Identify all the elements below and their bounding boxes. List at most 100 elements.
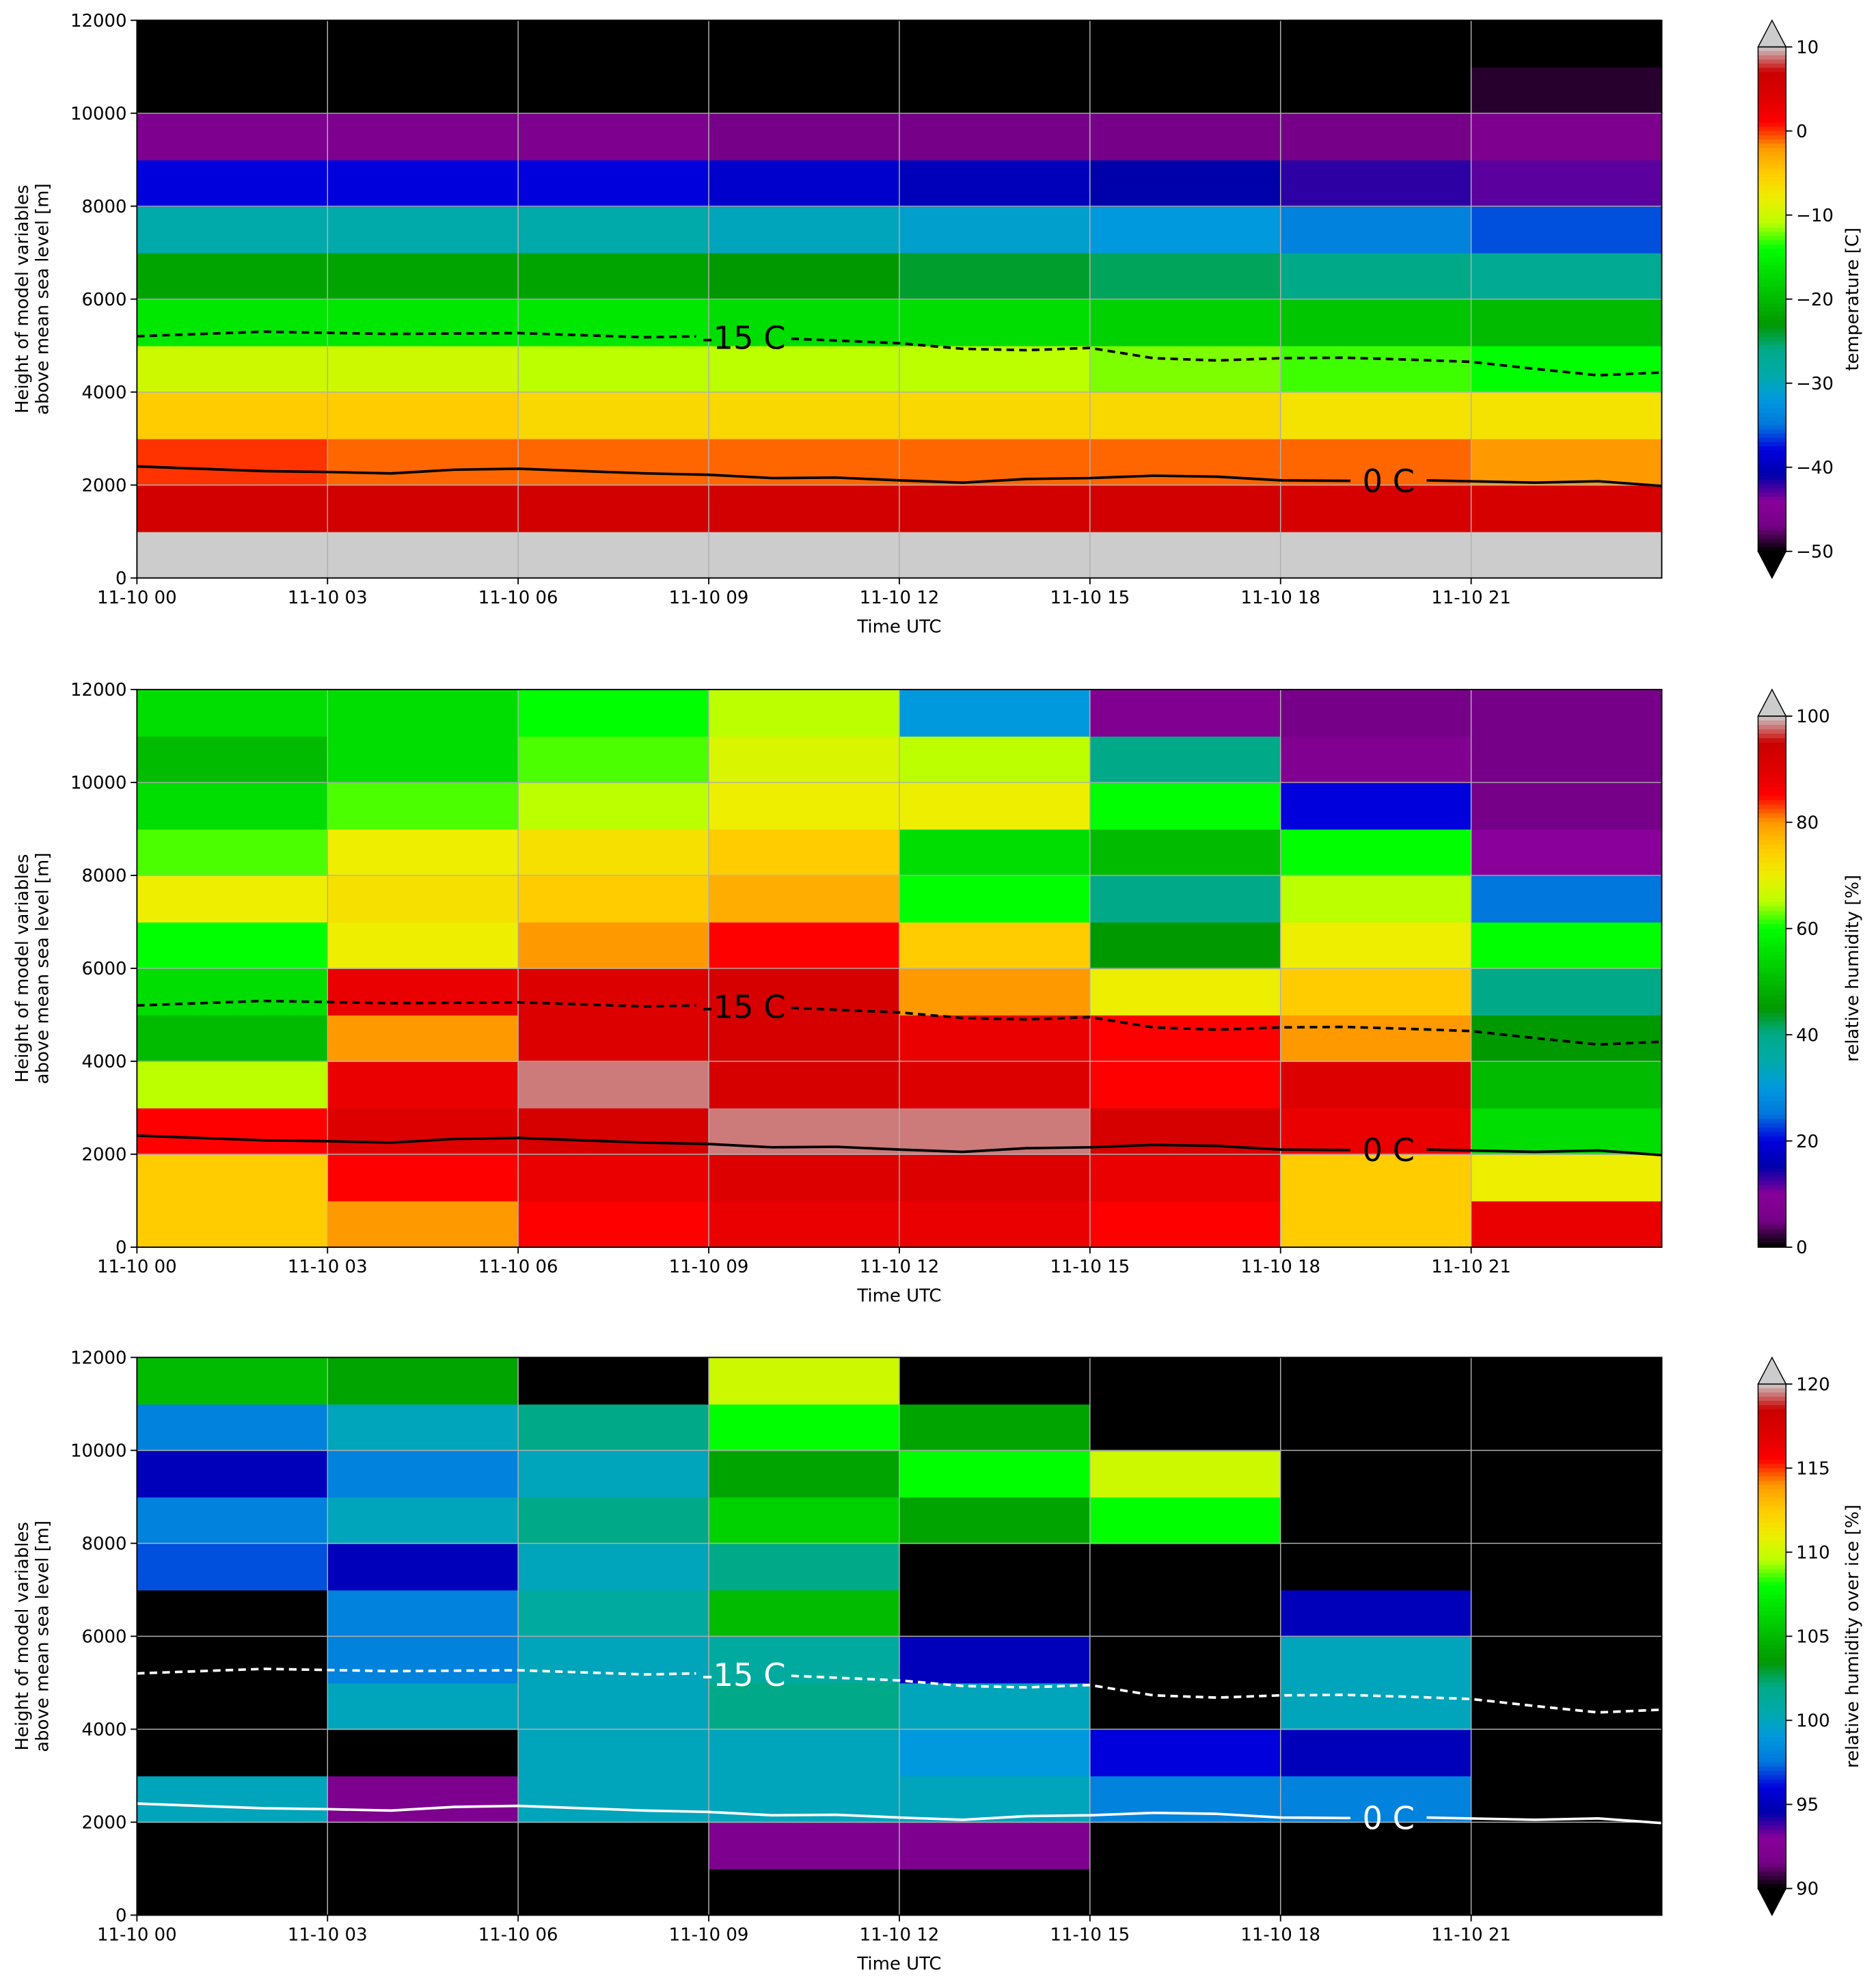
colorbar-segment <box>1758 337 1786 342</box>
colorbar-segment <box>1758 1162 1786 1169</box>
colorbar-tick-label: 105 <box>1796 1627 1830 1648</box>
heatmap-cell <box>1089 1200 1281 1248</box>
colorbar-segment <box>1758 1539 1786 1544</box>
heatmap-cell <box>709 1404 900 1452</box>
colorbar-segment <box>1758 312 1786 317</box>
heatmap-cell <box>1089 1404 1281 1452</box>
colorbar-segment <box>1758 1783 1786 1788</box>
heatmap-cell <box>709 1683 900 1730</box>
colorbar-segment <box>1758 307 1786 312</box>
colorbar-segment <box>1758 1400 1786 1406</box>
colorbar-segment <box>1758 1017 1786 1022</box>
heatmap-cell <box>518 782 709 830</box>
heatmap-cell <box>327 1590 519 1637</box>
colorbar-tick-label: 100 <box>1796 707 1830 727</box>
colorbar-segment <box>1758 1392 1786 1398</box>
colorbar-segment <box>1758 1590 1786 1595</box>
colorbar-segment <box>1758 206 1786 212</box>
panel: 11-10 00 11-10 03 11-10 06 11-10 09 11-10 12… <box>12 1348 1863 1975</box>
y-axis-label: Height of model variables <box>12 1522 33 1751</box>
heatmap-cell <box>899 20 1091 68</box>
heatmap-cell <box>1089 20 1281 68</box>
colorbar-segment <box>1758 968 1786 974</box>
colorbar-segment <box>1758 1875 1786 1881</box>
heatmap-cell <box>1471 1590 1663 1637</box>
heatmap-cell <box>1280 968 1472 1016</box>
heatmap-cell <box>709 1061 900 1108</box>
heatmap-cell <box>137 1729 329 1777</box>
colorbar-segment <box>1758 366 1786 372</box>
colorbar-segment <box>1758 1548 1786 1553</box>
heatmap-cell <box>137 66 329 114</box>
heatmap-cell <box>137 252 329 300</box>
heatmap-cell <box>518 438 709 486</box>
colorbar-segment <box>1758 1527 1786 1532</box>
colorbar-segment <box>1758 1644 1786 1650</box>
colorbar-segment <box>1758 492 1786 498</box>
colorbar-segment <box>1758 345 1786 351</box>
colorbar-segment <box>1758 412 1786 418</box>
colorbar-segment <box>1758 421 1786 426</box>
heatmap-cell <box>1471 1404 1663 1452</box>
y-tick-label: 0 <box>115 569 127 589</box>
colorbar-segment <box>1758 795 1786 801</box>
heatmap-cell <box>137 345 329 393</box>
colorbar-segment <box>1758 1838 1786 1843</box>
x-tick-label: 11-10 00 <box>97 588 177 608</box>
colorbar-segment <box>1758 1110 1786 1115</box>
colorbar-segment <box>1758 1484 1786 1490</box>
colorbar-segment <box>1758 375 1786 380</box>
heatmap-cell <box>518 1154 709 1201</box>
colorbar-segment <box>1758 1396 1786 1402</box>
heatmap-cell <box>518 1450 709 1498</box>
x-axis-label: Time UTC <box>856 1954 941 1974</box>
colorbar-segment <box>1758 1829 1786 1835</box>
colorbar-segment <box>1758 1720 1786 1726</box>
colorbar-segment <box>1758 951 1786 956</box>
colorbar-segment <box>1758 1812 1786 1818</box>
heatmap-cell <box>899 1683 1091 1730</box>
heatmap-cell <box>709 1154 900 1201</box>
heatmap-cell <box>518 113 709 161</box>
colorbar-segment <box>1758 1825 1786 1831</box>
contour-line <box>137 999 1662 1046</box>
x-tick-label: 11-10 03 <box>288 1924 368 1945</box>
colorbar-segment <box>1758 1026 1786 1031</box>
colorbar-segment <box>1758 1564 1786 1570</box>
colorbar-segment <box>1758 1459 1786 1465</box>
heatmap-cell <box>1280 1404 1472 1452</box>
colorbar-segment <box>1758 370 1786 376</box>
colorbar-segment <box>1758 760 1786 765</box>
colorbar-segment <box>1758 906 1786 912</box>
heatmap-cell <box>327 1775 519 1823</box>
heatmap-cell <box>709 1868 900 1916</box>
heatmap-cell <box>1280 782 1472 830</box>
colorbar-segment <box>1758 1762 1786 1767</box>
colorbar-segment <box>1758 295 1786 300</box>
colorbar-segment <box>1758 897 1786 903</box>
heatmap-cell <box>137 20 329 68</box>
colorbar-segment <box>1758 1632 1786 1637</box>
heatmap-cell <box>137 1154 329 1201</box>
colorbar-segment <box>1758 257 1786 262</box>
colorbar-segment <box>1758 1707 1786 1713</box>
heatmap-cell <box>327 735 519 783</box>
y-tick-label: 10000 <box>70 773 127 793</box>
heatmap-cell <box>518 1357 709 1405</box>
heatmap-cell <box>1471 1200 1663 1248</box>
colorbar-segment <box>1758 471 1786 476</box>
y-tick-label: 8000 <box>81 197 126 217</box>
heatmap-cell <box>518 921 709 969</box>
colorbar-segment <box>1758 1417 1786 1423</box>
heatmap-cell <box>709 1497 900 1544</box>
colorbar-segment <box>1758 1506 1786 1511</box>
y-axis-label: Height of model variables <box>12 185 33 413</box>
y-tick-label: 10000 <box>70 1441 127 1462</box>
colorbar-segment <box>1758 972 1786 978</box>
heatmap-cell <box>1089 921 1281 969</box>
heatmap-cell <box>1280 1357 1472 1405</box>
heatmap-cell <box>1089 1683 1281 1730</box>
heatmap-cell <box>899 1590 1091 1637</box>
heatmap-cell <box>137 1014 329 1062</box>
colorbar-segment <box>1758 173 1786 178</box>
